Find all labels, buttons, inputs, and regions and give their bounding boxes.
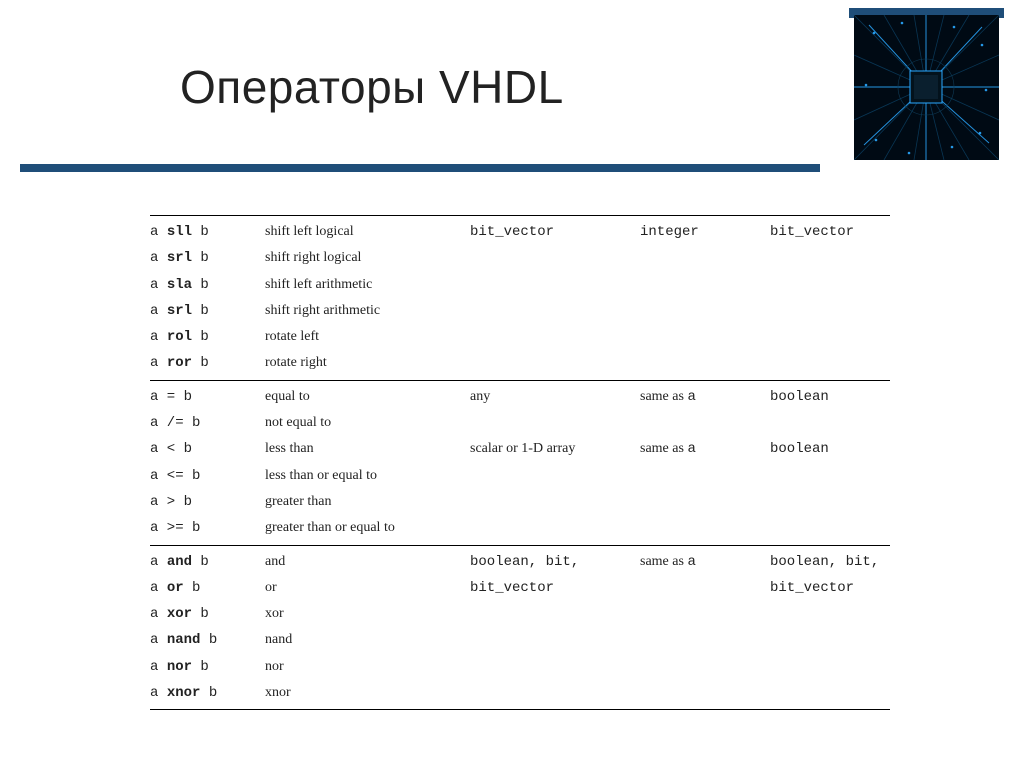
table-row: a rol b rotate left xyxy=(150,324,890,350)
operators-table-wrap: a sll b shift left logical bit_vector in… xyxy=(150,215,890,710)
table-row: a or b or bit_vector bit_vector xyxy=(150,575,890,601)
table-row: a <= b less than or equal to xyxy=(150,463,890,489)
title-underline xyxy=(20,164,820,172)
desc-cell: equal to xyxy=(265,380,470,410)
type-a-cell: bit_vector xyxy=(470,575,640,601)
result-cell: boolean xyxy=(770,436,890,462)
table-row: a xnor b xnor xyxy=(150,680,890,710)
syntax-cell: a sla b xyxy=(150,272,265,298)
desc-cell: greater than or equal to xyxy=(265,515,470,545)
table-row: a < b less than scalar or 1-D array same… xyxy=(150,436,890,462)
type-a-cell: boolean, bit, xyxy=(470,545,640,575)
desc-cell: xor xyxy=(265,601,470,627)
syntax-cell: a /= b xyxy=(150,410,265,436)
syntax-cell: a rol b xyxy=(150,324,265,350)
table-row: a /= b not equal to xyxy=(150,410,890,436)
desc-cell: nand xyxy=(265,627,470,653)
table-row: a nand b nand xyxy=(150,627,890,653)
type-a-cell: any xyxy=(470,380,640,410)
syntax-cell: a srl b xyxy=(150,298,265,324)
result-cell: boolean xyxy=(770,380,890,410)
table-row: a = b equal to any same as a boolean xyxy=(150,380,890,410)
syntax-cell: a sll b xyxy=(150,216,265,246)
result-cell: boolean, bit, xyxy=(770,545,890,575)
syntax-cell: a > b xyxy=(150,489,265,515)
desc-cell: shift left logical xyxy=(265,216,470,246)
type-b-cell: same as a xyxy=(640,436,770,462)
table-row: a srl b shift right arithmetic xyxy=(150,298,890,324)
desc-cell: shift right arithmetic xyxy=(265,298,470,324)
type-b-cell: integer xyxy=(640,216,770,246)
table-row: a xor b xor xyxy=(150,601,890,627)
desc-cell: and xyxy=(265,545,470,575)
operators-table: a sll b shift left logical bit_vector in… xyxy=(150,215,890,710)
syntax-cell: a nor b xyxy=(150,654,265,680)
result-cell: bit_vector xyxy=(770,575,890,601)
table-row: a >= b greater than or equal to xyxy=(150,515,890,545)
syntax-cell: a xnor b xyxy=(150,680,265,710)
type-b-cell: same as a xyxy=(640,380,770,410)
desc-cell: rotate right xyxy=(265,350,470,380)
desc-cell: less than or equal to xyxy=(265,463,470,489)
syntax-cell: a and b xyxy=(150,545,265,575)
section-logical: a and b and boolean, bit, same as a bool… xyxy=(150,545,890,710)
syntax-cell: a or b xyxy=(150,575,265,601)
desc-cell: or xyxy=(265,575,470,601)
slide-title: Операторы VHDL xyxy=(180,60,564,114)
corner-chip-image xyxy=(854,15,999,160)
desc-cell: not equal to xyxy=(265,410,470,436)
table-row: a srl b shift right logical xyxy=(150,245,890,271)
type-b-cell: same as a xyxy=(640,545,770,575)
type-a-cell: scalar or 1-D array xyxy=(470,436,640,462)
desc-cell: less than xyxy=(265,436,470,462)
table-row: a > b greater than xyxy=(150,489,890,515)
desc-cell: rotate left xyxy=(265,324,470,350)
syntax-cell: a <= b xyxy=(150,463,265,489)
syntax-cell: a < b xyxy=(150,436,265,462)
syntax-cell: a xor b xyxy=(150,601,265,627)
syntax-cell: a = b xyxy=(150,380,265,410)
desc-cell: shift right logical xyxy=(265,245,470,271)
table-row: a and b and boolean, bit, same as a bool… xyxy=(150,545,890,575)
table-row: a sla b shift left arithmetic xyxy=(150,272,890,298)
desc-cell: greater than xyxy=(265,489,470,515)
syntax-cell: a ror b xyxy=(150,350,265,380)
type-a-cell: bit_vector xyxy=(470,216,640,246)
syntax-cell: a nand b xyxy=(150,627,265,653)
table-row: a ror b rotate right xyxy=(150,350,890,380)
syntax-cell: a srl b xyxy=(150,245,265,271)
result-cell: bit_vector xyxy=(770,216,890,246)
table-row: a nor b nor xyxy=(150,654,890,680)
desc-cell: nor xyxy=(265,654,470,680)
syntax-cell: a >= b xyxy=(150,515,265,545)
desc-cell: xnor xyxy=(265,680,470,710)
section-shift: a sll b shift left logical bit_vector in… xyxy=(150,216,890,381)
section-compare: a = b equal to any same as a boolean a /… xyxy=(150,380,890,545)
table-row: a sll b shift left logical bit_vector in… xyxy=(150,216,890,246)
desc-cell: shift left arithmetic xyxy=(265,272,470,298)
